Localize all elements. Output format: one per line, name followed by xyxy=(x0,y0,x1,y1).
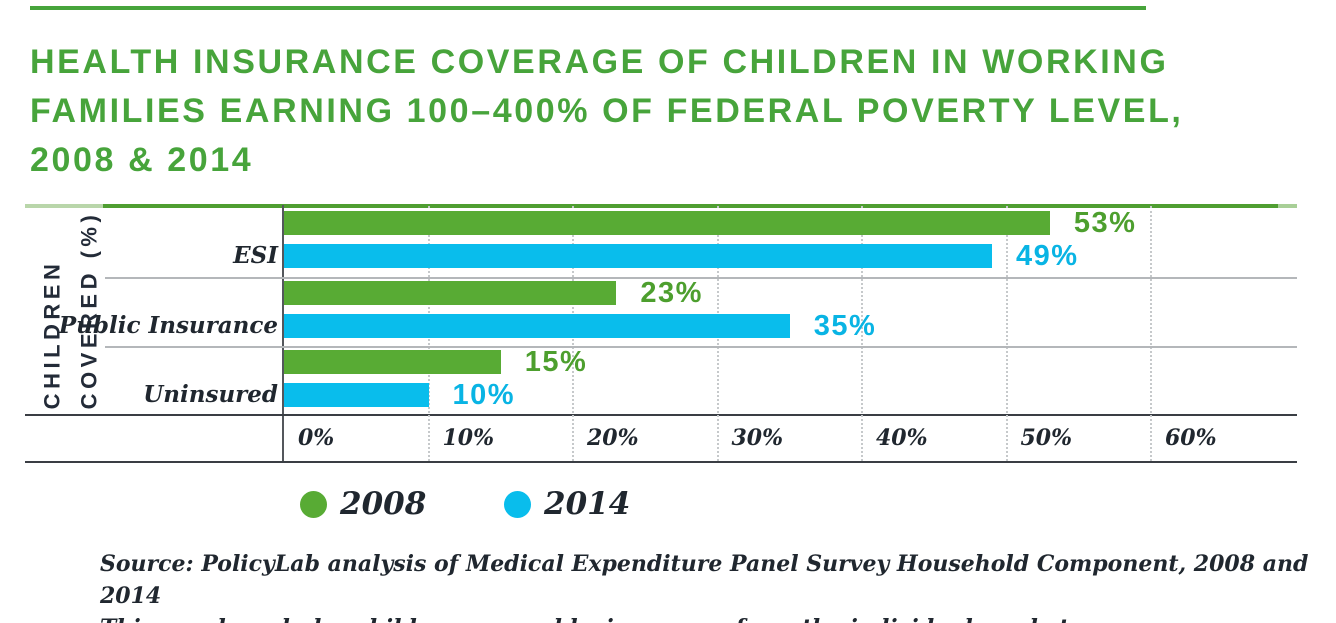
value-label-2008-public-insurance: 23% xyxy=(640,277,703,309)
bar-2008-uninsured xyxy=(284,350,501,374)
legend-label-2014: 2014 xyxy=(544,486,631,522)
top-accent-rule xyxy=(30,6,1146,10)
legend-label-2008: 2008 xyxy=(340,486,427,522)
value-label-2008-uninsured: 15% xyxy=(524,346,588,378)
legend-item-2008: 2008 xyxy=(300,486,426,522)
y-axis-line xyxy=(282,205,284,463)
x-tick-label-0: 0% xyxy=(298,425,335,451)
bar-2014-esi xyxy=(284,244,993,268)
value-label-2008-esi: 53% xyxy=(1073,207,1137,239)
value-label-2014-public-insurance: 35% xyxy=(813,310,877,342)
bar-2014-public-insurance xyxy=(284,314,790,338)
value-label-2014-esi: 49% xyxy=(1016,240,1079,272)
y-axis-title-line2: COVERED (%) xyxy=(76,210,101,410)
source-note-line2: This graph excludes children covered by … xyxy=(100,612,1336,623)
bar-2014-uninsured xyxy=(284,383,429,407)
chart-title-line3: 2008 & 2014 xyxy=(30,141,254,179)
axis-bottom-rule xyxy=(25,461,1297,463)
source-note: Source: PolicyLab analysis of Medical Ex… xyxy=(100,548,1336,623)
x-tick-label-30: 30% xyxy=(731,425,784,451)
y-axis-title-text: CHILDREN COVERED (%) xyxy=(33,211,107,410)
x-tick-label-50: 50% xyxy=(1020,425,1073,451)
bar-2008-esi xyxy=(284,211,1050,235)
legend-item-2014: 2014 xyxy=(504,486,630,522)
chart-title-line1: HEALTH INSURANCE COVERAGE OF CHILDREN IN… xyxy=(30,43,1169,81)
gridline-60 xyxy=(1150,206,1152,461)
plot-top-rule-left xyxy=(25,204,103,208)
bar-2008-public-insurance xyxy=(284,281,617,305)
x-tick-label-20: 20% xyxy=(587,425,639,451)
chart-title-line2: FAMILIES EARNING 100–400% OF FEDERAL POV… xyxy=(30,92,1184,130)
plot-top-rule-right xyxy=(1278,204,1297,208)
value-label-2014-uninsured: 10% xyxy=(452,379,516,411)
legend-dot-2008 xyxy=(300,490,327,518)
chart-title: HEALTH INSURANCE COVERAGE OF CHILDREN IN… xyxy=(30,38,1250,185)
source-note-line1: Source: PolicyLab analysis of Medical Ex… xyxy=(100,551,1309,609)
category-label-public-insurance: Public Insurance xyxy=(58,312,278,339)
y-axis-title-line1: CHILDREN xyxy=(39,259,64,410)
gridline-50 xyxy=(1005,206,1008,461)
row-separator xyxy=(105,346,1297,348)
x-tick-label-10: 10% xyxy=(442,425,495,451)
legend-dot-2014 xyxy=(504,490,531,518)
category-label-uninsured: Uninsured xyxy=(143,381,278,408)
x-tick-label-60: 60% xyxy=(1165,425,1217,451)
plot-top-rule xyxy=(103,204,1278,208)
category-label-esi: ESI xyxy=(233,242,278,269)
gridline-40 xyxy=(861,206,863,461)
x-tick-label-40: 40% xyxy=(876,425,928,451)
row-separator xyxy=(105,277,1297,279)
x-axis-line xyxy=(25,414,1297,416)
